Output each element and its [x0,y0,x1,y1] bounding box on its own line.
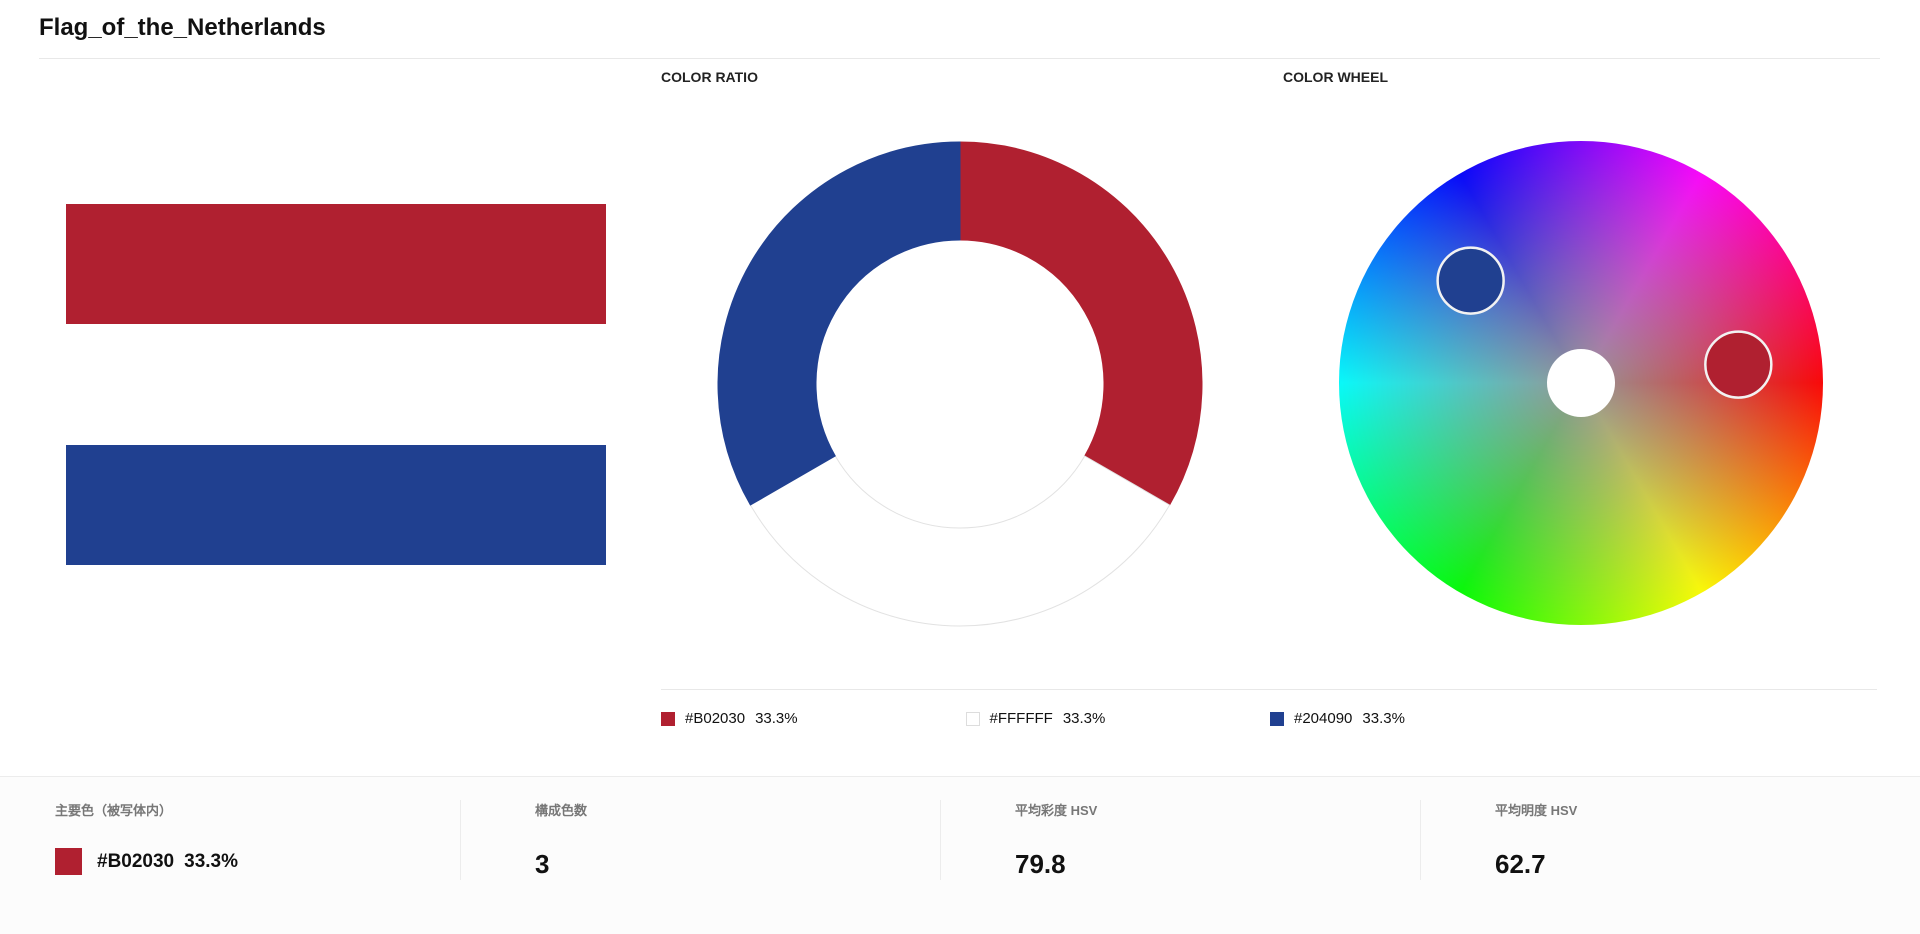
stats-panel [0,776,1920,934]
divider [1420,800,1421,880]
stat-value-row: #B02030 33.3% [55,848,238,875]
stat-value: 79.8 [1015,849,1066,879]
flag-stripe [66,324,606,445]
legend-item: #FFFFFF 33.3% [965,710,1106,727]
stat-share: 33.3% [184,850,238,872]
legend-value: 33.3% [1062,710,1106,727]
stat-value: #B02030 [97,850,175,872]
donut-segment [959,141,1203,506]
legend-label: #204090 [1294,710,1353,727]
donut-segment [717,141,961,506]
divider [940,800,941,880]
stat-item: 主要色（被写体内） #B02030 33.3% [55,800,238,875]
legend-item: #204090 33.3% [1270,710,1405,727]
divider [460,800,461,880]
stat-value: 62.7 [1495,849,1546,879]
wheel-center [1547,349,1615,417]
stat-item: 構成色数 3 [535,800,587,880]
legend-label: #B02030 [685,710,746,727]
legend-value: 33.3% [755,710,798,727]
color-wheel-overlay [1436,246,1773,417]
legend-label: #FFFFFF [989,710,1053,727]
legend-value: 33.3% [1362,710,1405,727]
legend-swatch [965,711,980,726]
flag-stripe [66,445,606,565]
stat-item: 平均彩度 HSV 79.8 [1015,800,1097,880]
stat-label: 構成色数 [535,803,588,818]
stat-item: 平均明度 HSV 62.7 [1495,800,1577,880]
color-swatch [55,848,82,875]
donut-segment [749,455,1171,627]
wheel-marker [1704,330,1773,399]
flag-stripe [66,204,606,324]
legend-item: #B02030 33.3% [661,710,798,727]
section-title: COLOR WHEEL [1283,69,1388,85]
separator [39,58,1880,59]
legend-swatch [1270,711,1284,726]
section-title: COLOR RATIO [661,69,758,85]
donut-chart [717,141,1203,627]
stat-value: 3 [535,849,550,879]
wheel-marker [1436,246,1505,315]
page-title: Flag_of_the_Netherlands [39,14,326,41]
separator [661,689,1877,690]
stat-label: 平均明度 HSV [1495,803,1578,818]
legend-swatch [661,711,675,726]
stat-label: 平均彩度 HSV [1015,803,1098,818]
stat-label: 主要色（被写体内） [55,803,173,818]
